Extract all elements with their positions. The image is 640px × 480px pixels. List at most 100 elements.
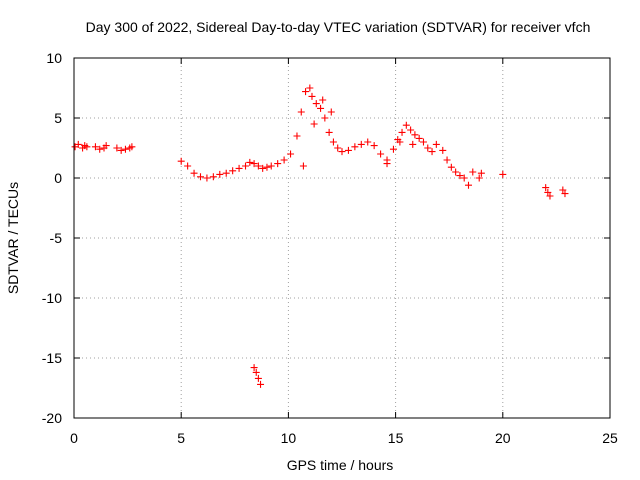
data-point	[74, 140, 82, 148]
data-point	[439, 146, 447, 154]
data-point	[321, 114, 329, 122]
data-point	[209, 173, 217, 181]
data-point	[443, 156, 451, 164]
data-point	[460, 174, 468, 182]
data-point	[424, 144, 432, 152]
data-point	[398, 128, 406, 136]
data-point	[177, 157, 185, 165]
data-point	[383, 156, 391, 164]
data-point	[250, 160, 258, 168]
data-point	[274, 160, 282, 168]
axis-ticks	[73, 57, 611, 419]
data-point	[561, 190, 569, 198]
data-point	[306, 84, 314, 92]
data-point	[267, 162, 275, 170]
data-point	[396, 138, 404, 146]
y-tick-label: 10	[46, 50, 62, 66]
data-point	[377, 150, 385, 158]
data-point	[91, 143, 99, 151]
data-point	[83, 143, 91, 151]
data-point	[475, 174, 483, 182]
data-point	[407, 126, 415, 134]
data-point	[389, 145, 397, 153]
data-point	[546, 192, 554, 200]
data-point	[329, 138, 337, 146]
data-point	[319, 96, 327, 104]
y-tick-label: 0	[54, 170, 62, 186]
data-point	[246, 158, 254, 166]
y-axis-label: SDTVAR / TECUs	[5, 182, 21, 294]
data-point	[428, 148, 436, 156]
data-point	[254, 374, 262, 382]
data-point	[464, 181, 472, 189]
data-point	[419, 138, 427, 146]
data-point	[299, 162, 307, 170]
axis-tick-labels: 0 5 10 15 20 25 10 5 0 -5 -10 -15 -20	[42, 50, 618, 446]
data-point	[259, 164, 267, 172]
data-point	[432, 140, 440, 148]
data-point	[280, 156, 288, 164]
data-point	[344, 146, 352, 154]
data-point	[254, 162, 262, 170]
data-point	[302, 88, 310, 96]
data-point	[317, 104, 325, 112]
x-tick-label: 0	[70, 430, 78, 446]
data-point	[452, 168, 460, 176]
chart-title: Day 300 of 2022, Sidereal Day-to-day VTE…	[86, 19, 591, 35]
data-point	[312, 100, 320, 108]
data-point	[257, 380, 265, 388]
data-point	[469, 168, 477, 176]
data-point	[310, 120, 318, 128]
data-point	[184, 162, 192, 170]
y-tick-label: -5	[50, 230, 63, 246]
data-point	[293, 132, 301, 140]
data-point	[263, 163, 271, 171]
data-point	[102, 142, 110, 150]
data-point	[222, 169, 230, 177]
data-point	[327, 108, 335, 116]
data-point	[196, 173, 204, 181]
data-point	[96, 145, 104, 153]
data-point	[252, 368, 260, 376]
data-point	[402, 121, 410, 129]
data-point	[203, 174, 211, 182]
data-point	[287, 150, 295, 158]
data-point	[456, 172, 464, 180]
data-point	[559, 186, 567, 194]
data-point	[250, 364, 258, 372]
data-point	[477, 169, 485, 177]
data-point	[544, 188, 552, 196]
y-tick-label: -20	[42, 410, 62, 426]
x-tick-label: 15	[388, 430, 404, 446]
data-point	[334, 144, 342, 152]
data-point	[242, 162, 250, 170]
data-point	[117, 146, 125, 154]
data-point	[370, 142, 378, 150]
data-point	[542, 184, 550, 192]
data-point	[325, 128, 333, 136]
x-tick-label: 20	[495, 430, 511, 446]
data-point	[235, 164, 243, 172]
data-point	[297, 108, 305, 116]
data-point	[357, 140, 365, 148]
data-point	[351, 143, 359, 151]
x-axis-label: GPS time / hours	[287, 457, 394, 473]
data-point	[190, 169, 198, 177]
grid-lines	[74, 58, 610, 418]
data-point	[308, 92, 316, 100]
data-point	[338, 148, 346, 156]
x-tick-label: 5	[177, 430, 185, 446]
data-point	[447, 163, 455, 171]
data-point	[229, 167, 237, 175]
data-point	[121, 145, 129, 153]
y-tick-label: -15	[42, 350, 62, 366]
data-point	[216, 170, 224, 178]
data-points	[71, 84, 569, 388]
data-point	[411, 131, 419, 139]
data-point	[364, 138, 372, 146]
data-point	[409, 140, 417, 148]
y-tick-label: -10	[42, 290, 62, 306]
data-point	[128, 143, 136, 151]
data-point	[415, 134, 423, 142]
